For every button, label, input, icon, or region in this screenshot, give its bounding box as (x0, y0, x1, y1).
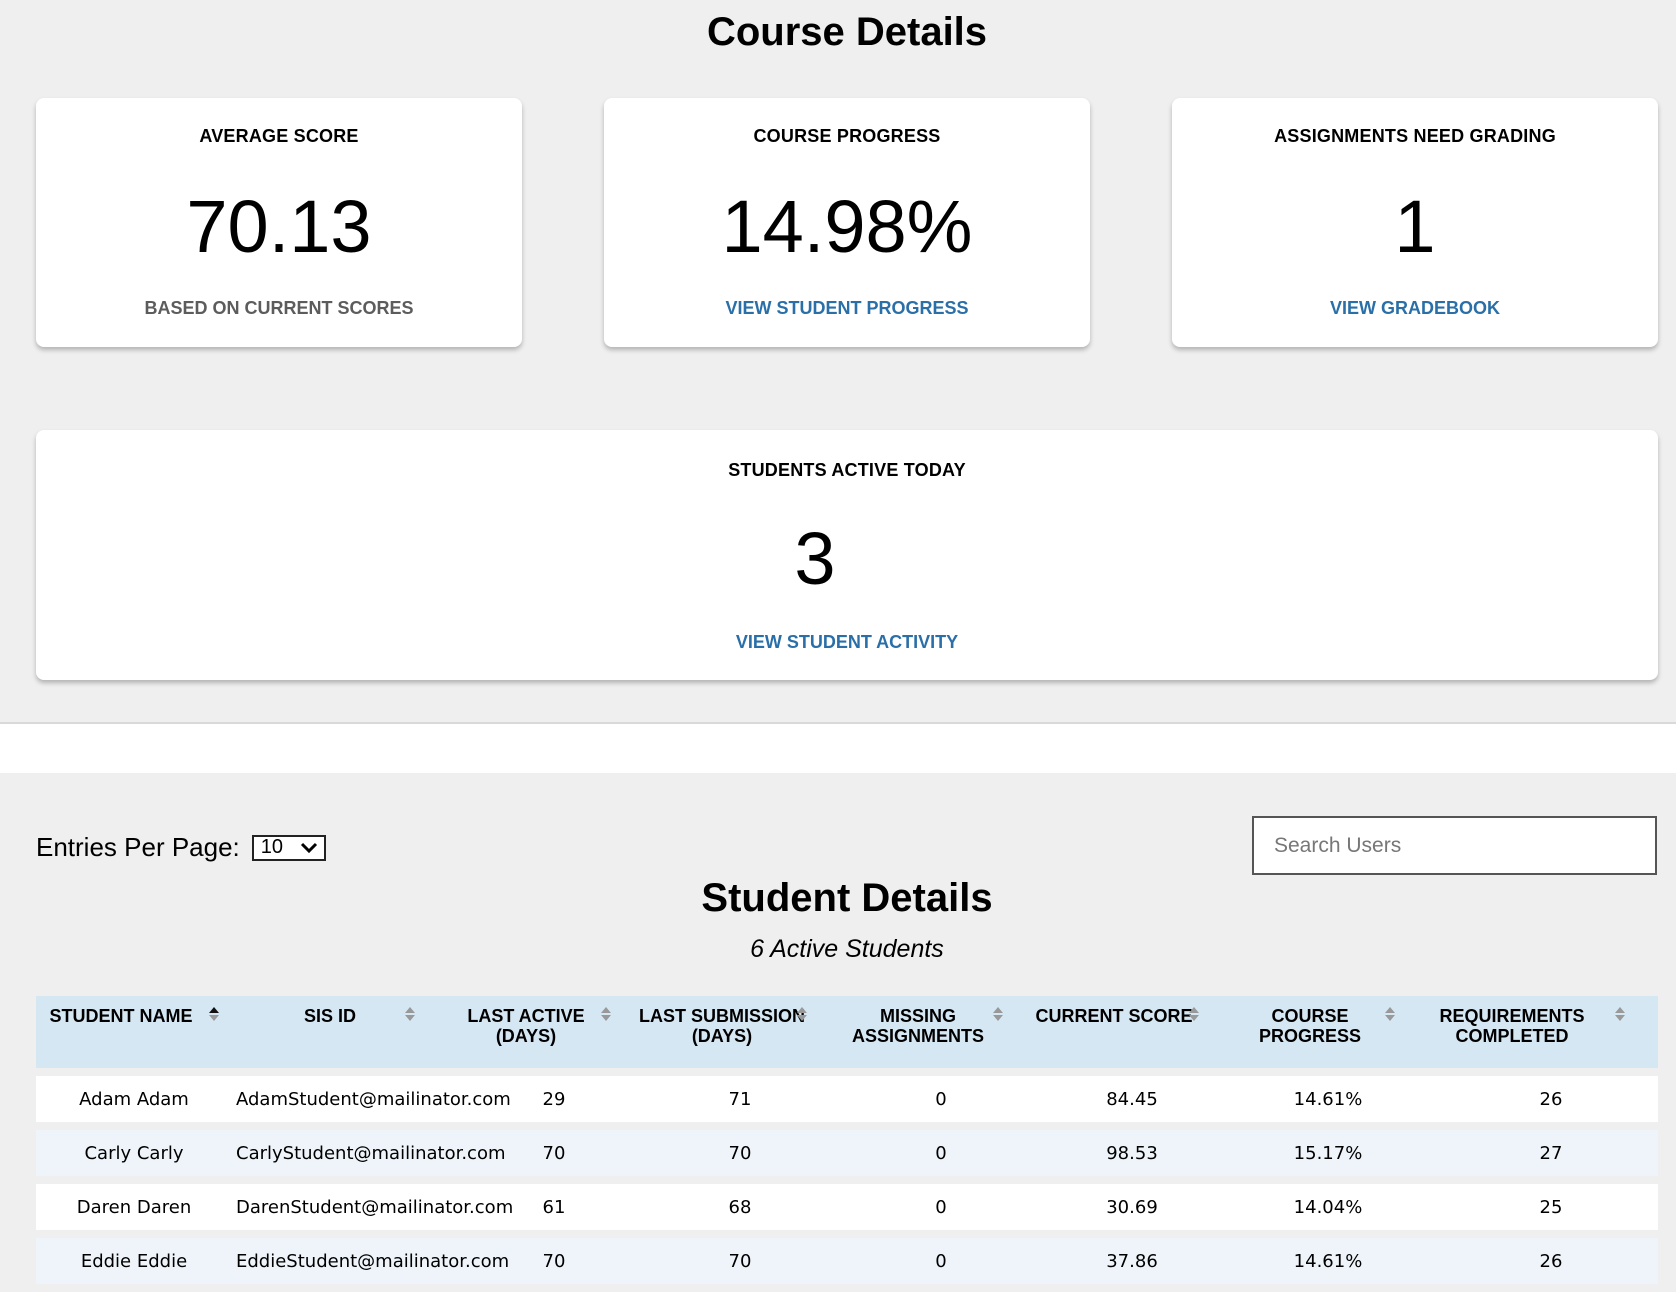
column-header-requirements-completed[interactable]: REQUIREMENTS COMPLETED (1408, 996, 1658, 1068)
column-header-missing-assignments[interactable]: MISSING ASSIGNMENTS (820, 996, 1016, 1068)
view-student-progress-link[interactable]: VIEW STUDENT PROGRESS (725, 298, 969, 318)
column-label-line2: COMPLETED (1455, 1026, 1569, 1046)
cell-course-progress: 14.61% (1212, 1238, 1408, 1284)
course-progress-label: COURSE PROGRESS (753, 126, 941, 146)
sort-icon (993, 1007, 1003, 1021)
cell-last-active: 29 (428, 1076, 624, 1122)
cell-sis-id: EddieStudent@mailinator.com (232, 1238, 509, 1284)
table-header-row: STUDENT NAME SIS ID LAST ACTIVE (DAYS) L… (36, 996, 1658, 1068)
table-row: Daren Daren DarenStudent@mailinator.com … (36, 1184, 1658, 1230)
average-score-card: AVERAGE SCORE 70.13 BASED ON CURRENT SCO… (36, 98, 522, 347)
cell-sis-id: DarenStudent@mailinator.com (232, 1184, 513, 1230)
cell-student-name: Carly Carly (36, 1130, 232, 1176)
view-student-activity-link[interactable]: VIEW STUDENT ACTIVITY (735, 632, 959, 652)
sort-icon (1615, 1007, 1625, 1021)
sort-icon (405, 1007, 415, 1021)
section-title: Student Details (701, 876, 993, 920)
sort-icon (1385, 1007, 1395, 1021)
cell-student-name: Adam Adam (36, 1076, 232, 1122)
cell-sis-id: CarlyStudent@mailinator.com (232, 1130, 506, 1176)
column-label-line2: (DAYS) (495, 1026, 557, 1046)
column-header-last-submission[interactable]: LAST SUBMISSION (DAYS) (624, 996, 820, 1068)
students-active-card: STUDENTS ACTIVE TODAY 3 VIEW STUDENT ACT… (36, 430, 1658, 680)
course-progress-value: 14.98% (721, 185, 973, 268)
sort-asc-icon (209, 1007, 219, 1021)
entries-select[interactable]: 10 (251, 834, 326, 861)
column-label-line2: ASSIGNMENTS (851, 1026, 984, 1046)
students-active-label: STUDENTS ACTIVE TODAY (728, 460, 966, 480)
table-row: Eddie Eddie EddieStudent@mailinator.com … (36, 1238, 1658, 1284)
column-label: SIS ID (303, 1006, 356, 1026)
cell-missing-assignments: 0 (820, 1238, 1016, 1284)
cell-missing-assignments: 0 (820, 1184, 1016, 1230)
table-row: Adam Adam AdamStudent@mailinator.com 29 … (36, 1076, 1658, 1122)
sort-icon (1189, 1007, 1199, 1021)
cell-missing-assignments: 0 (820, 1076, 1016, 1122)
active-students-count: 6 Active Students (750, 935, 944, 963)
cell-current-score: 30.69 (1016, 1184, 1212, 1230)
cell-sis-id: AdamStudent@mailinator.com (232, 1076, 511, 1122)
assignments-grading-label: ASSIGNMENTS NEED GRADING (1274, 126, 1556, 146)
sort-icon (797, 1007, 807, 1021)
entries-label: Entries Per Page: (36, 832, 240, 862)
sort-icon (601, 1007, 611, 1021)
course-progress-card: COURSE PROGRESS 14.98% VIEW STUDENT PROG… (604, 98, 1090, 347)
column-label: CURRENT SCORE (1035, 1006, 1193, 1026)
cell-last-submission: 70 (624, 1130, 820, 1176)
cell-last-submission: 70 (624, 1238, 820, 1284)
entries-value: 10 (260, 836, 284, 858)
cell-student-name: Eddie Eddie (36, 1238, 232, 1284)
column-label: STUDENT NAME (49, 1006, 193, 1026)
students-active-value: 3 (794, 517, 836, 600)
cell-last-submission: 68 (624, 1184, 820, 1230)
column-header-student-name[interactable]: STUDENT NAME (36, 996, 232, 1068)
assignments-grading-value: 1 (1394, 185, 1436, 268)
column-label: LAST SUBMISSION (638, 1006, 805, 1026)
cell-requirements-completed: 26 (1408, 1238, 1658, 1284)
cell-course-progress: 14.61% (1212, 1076, 1408, 1122)
column-header-last-active[interactable]: LAST ACTIVE (DAYS) (428, 996, 624, 1068)
cell-missing-assignments: 0 (820, 1130, 1016, 1176)
assignments-grading-card: ASSIGNMENTS NEED GRADING 1 VIEW GRADEBOO… (1172, 98, 1658, 347)
average-score-value: 70.13 (186, 185, 372, 268)
column-label: LAST ACTIVE (467, 1006, 585, 1026)
student-table: STUDENT NAME SIS ID LAST ACTIVE (DAYS) L… (36, 988, 1658, 1292)
table-row: Carly Carly CarlyStudent@mailinator.com … (36, 1130, 1658, 1176)
search-input[interactable] (1252, 816, 1657, 875)
cell-requirements-completed: 27 (1408, 1130, 1658, 1176)
section-divider (0, 722, 1676, 774)
cell-current-score: 98.53 (1016, 1130, 1212, 1176)
column-label-line2: PROGRESS (1258, 1026, 1362, 1046)
chevron-down-icon (300, 842, 317, 853)
column-label: REQUIREMENTS (1439, 1006, 1585, 1026)
cell-last-submission: 71 (624, 1076, 820, 1122)
column-header-sis-id[interactable]: SIS ID (232, 996, 428, 1068)
column-header-course-progress[interactable]: COURSE PROGRESS (1212, 996, 1408, 1068)
cell-current-score: 37.86 (1016, 1238, 1212, 1284)
average-score-note: BASED ON CURRENT SCORES (144, 298, 414, 318)
average-score-label: AVERAGE SCORE (199, 126, 359, 146)
cell-student-name: Daren Daren (36, 1184, 232, 1230)
cell-current-score: 84.45 (1016, 1076, 1212, 1122)
cell-last-active: 70 (428, 1130, 624, 1176)
view-gradebook-link[interactable]: VIEW GRADEBOOK (1329, 298, 1500, 318)
cell-last-active: 61 (428, 1184, 624, 1230)
cell-requirements-completed: 26 (1408, 1076, 1658, 1122)
cell-course-progress: 15.17% (1212, 1130, 1408, 1176)
page-title: Course Details (706, 10, 988, 54)
cell-requirements-completed: 25 (1408, 1184, 1658, 1230)
column-header-current-score[interactable]: CURRENT SCORE (1016, 996, 1212, 1068)
column-label: COURSE (1271, 1006, 1349, 1026)
cell-course-progress: 14.04% (1212, 1184, 1408, 1230)
entries-per-page: Entries Per Page: 10 (36, 832, 326, 863)
column-label: MISSING (879, 1006, 956, 1026)
column-label-line2: (DAYS) (691, 1026, 753, 1046)
